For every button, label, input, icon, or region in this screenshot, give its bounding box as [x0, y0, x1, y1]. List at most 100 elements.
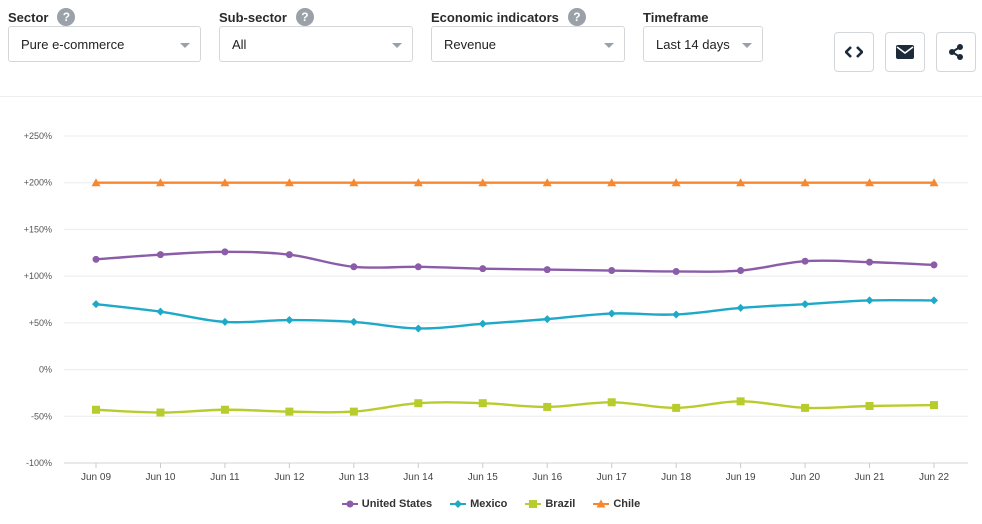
- data-point-chile[interactable]: [542, 178, 552, 187]
- share-button[interactable]: [936, 32, 976, 72]
- data-point-chile[interactable]: [478, 178, 488, 187]
- email-button[interactable]: [885, 32, 925, 72]
- legend-label: Mexico: [470, 498, 508, 510]
- data-point-united-states[interactable]: [92, 255, 100, 263]
- y-tick-label: +200%: [24, 178, 52, 188]
- code-icon: [845, 46, 863, 58]
- y-tick-label: -50%: [31, 411, 52, 421]
- data-point-united-states[interactable]: [930, 261, 938, 269]
- data-point-chile[interactable]: [220, 178, 230, 187]
- x-tick-label: Jun 12: [274, 472, 304, 483]
- data-point-united-states[interactable]: [221, 248, 229, 256]
- data-point-united-states[interactable]: [866, 258, 874, 266]
- legend-marker-united-states[interactable]: [346, 500, 354, 508]
- x-tick-label: Jun 11: [210, 472, 240, 483]
- data-point-mexico[interactable]: [607, 309, 616, 318]
- data-point-chile[interactable]: [929, 178, 939, 187]
- data-point-united-states[interactable]: [737, 267, 745, 275]
- data-point-chile[interactable]: [865, 178, 875, 187]
- data-point-chile[interactable]: [736, 178, 746, 187]
- data-point-united-states[interactable]: [543, 266, 551, 274]
- data-point-mexico[interactable]: [156, 307, 165, 316]
- data-point-united-states[interactable]: [156, 251, 164, 259]
- legend-item-united-states[interactable]: United States: [341, 498, 433, 510]
- legend-item-mexico[interactable]: Mexico: [450, 498, 507, 510]
- data-point-chile[interactable]: [349, 178, 359, 187]
- data-point-united-states[interactable]: [285, 251, 293, 259]
- data-point-united-states[interactable]: [479, 265, 487, 273]
- x-tick-label: Jun 18: [661, 472, 691, 483]
- data-point-brazil[interactable]: [736, 397, 745, 406]
- data-point-brazil[interactable]: [414, 399, 423, 408]
- indicator-filter: Economic indicators ?: [431, 8, 586, 26]
- data-point-brazil[interactable]: [92, 405, 100, 414]
- data-point-brazil[interactable]: [930, 401, 938, 410]
- data-point-mexico[interactable]: [543, 315, 552, 324]
- legend-item-chile[interactable]: Chile: [593, 498, 640, 510]
- data-point-brazil[interactable]: [543, 402, 552, 411]
- data-point-mexico[interactable]: [220, 317, 229, 326]
- data-point-mexico[interactable]: [285, 316, 294, 325]
- help-icon[interactable]: ?: [567, 8, 586, 26]
- data-point-brazil[interactable]: [349, 407, 358, 416]
- data-point-chile[interactable]: [284, 178, 294, 187]
- data-point-mexico[interactable]: [865, 296, 874, 305]
- data-point-brazil[interactable]: [156, 408, 165, 417]
- data-point-chile[interactable]: [671, 178, 681, 187]
- legend-marker-mexico[interactable]: [454, 500, 463, 508]
- data-point-brazil[interactable]: [607, 398, 616, 407]
- data-point-mexico[interactable]: [930, 296, 938, 305]
- legend-symbol-brazil: [525, 500, 542, 508]
- help-icon[interactable]: ?: [57, 8, 76, 26]
- timeframe-select[interactable]: Last 14 days: [643, 26, 763, 62]
- legend-marker-brazil[interactable]: [529, 500, 538, 508]
- data-point-mexico[interactable]: [736, 303, 745, 312]
- y-tick-label: -100%: [26, 458, 52, 468]
- data-point-united-states[interactable]: [608, 267, 616, 275]
- chevron-down-icon: [392, 43, 402, 48]
- chart-grid: [64, 135, 968, 464]
- x-axis: Jun 09 Jun 10 Jun 11 Jun 12 Jun 13 Jun 14 Jun …: [81, 463, 949, 483]
- help-icon[interactable]: ?: [295, 8, 314, 26]
- data-point-brazil[interactable]: [865, 402, 874, 411]
- chart-legend: United States Mexico Brazil Chile: [0, 498, 982, 510]
- timeframe-label: Timeframe: [643, 9, 709, 25]
- data-point-mexico[interactable]: [92, 300, 100, 309]
- data-point-brazil[interactable]: [285, 407, 294, 416]
- data-point-united-states[interactable]: [350, 263, 358, 271]
- data-point-mexico[interactable]: [478, 319, 487, 328]
- y-tick-label: +150%: [24, 224, 52, 234]
- data-point-chile[interactable]: [413, 178, 423, 187]
- data-point-brazil[interactable]: [478, 399, 487, 408]
- legend-item-brazil[interactable]: Brazil: [525, 498, 575, 510]
- sector-select[interactable]: Pure e-commerce: [8, 26, 201, 62]
- chevron-down-icon: [604, 43, 614, 48]
- x-tick-label: Jun 16: [532, 472, 562, 483]
- y-tick-label: 0%: [39, 365, 52, 375]
- data-point-brazil[interactable]: [220, 405, 229, 414]
- data-point-brazil[interactable]: [672, 403, 681, 412]
- series-lines: [95, 181, 935, 414]
- data-point-chile[interactable]: [607, 178, 617, 187]
- data-point-mexico[interactable]: [801, 300, 810, 309]
- data-point-mexico[interactable]: [672, 310, 681, 319]
- legend-symbol-mexico: [450, 500, 467, 508]
- data-point-chile[interactable]: [91, 178, 101, 187]
- embed-code-button[interactable]: [834, 32, 874, 72]
- data-point-united-states[interactable]: [801, 257, 809, 265]
- legend-label: United States: [361, 498, 433, 510]
- data-point-united-states[interactable]: [414, 263, 422, 271]
- data-point-mexico[interactable]: [414, 324, 423, 333]
- indicator-select[interactable]: Revenue: [431, 26, 625, 62]
- subsector-select[interactable]: All: [219, 26, 413, 62]
- legend-label: Chile: [613, 498, 641, 510]
- sector-label: Sector: [8, 9, 49, 25]
- data-point-chile[interactable]: [800, 178, 810, 187]
- share-icon: [949, 44, 963, 60]
- legend-marker-chile[interactable]: [596, 499, 606, 508]
- data-point-brazil[interactable]: [801, 403, 810, 412]
- x-tick-label: Jun 19: [726, 472, 756, 483]
- data-point-united-states[interactable]: [672, 267, 680, 275]
- data-point-mexico[interactable]: [349, 317, 358, 326]
- data-point-chile[interactable]: [155, 178, 165, 187]
